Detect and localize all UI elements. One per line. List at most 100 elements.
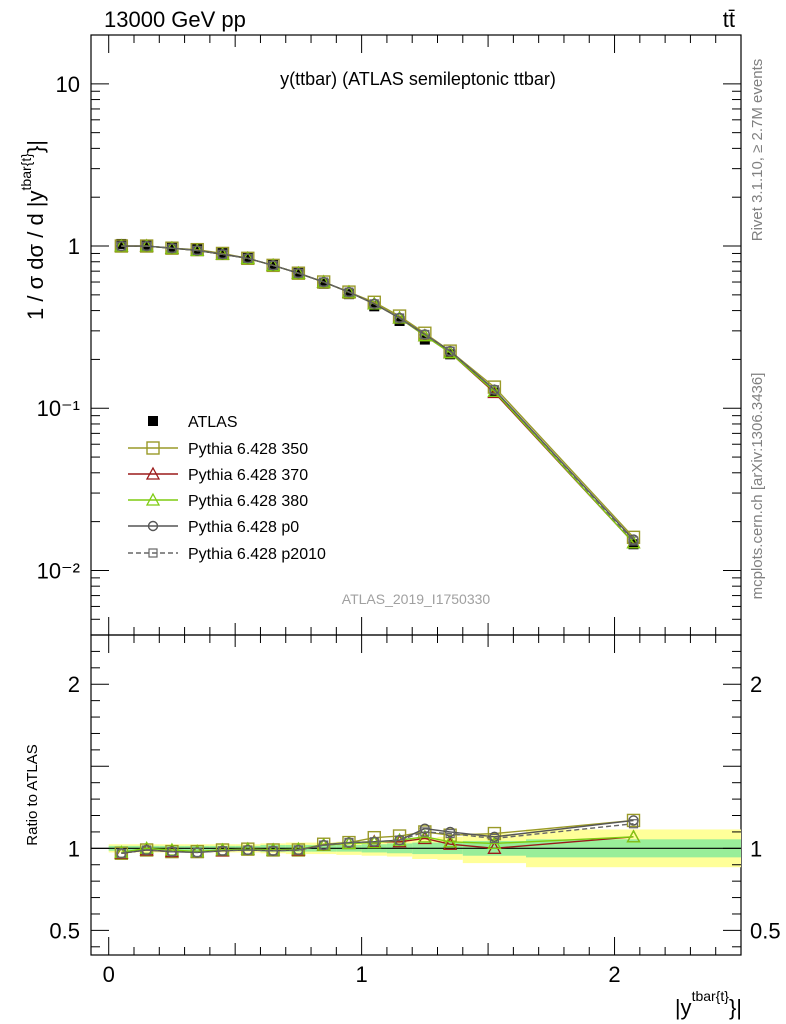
x-axis-label-main: |y [675, 995, 692, 1020]
ratio-data-point [319, 840, 329, 850]
main-data-point [487, 384, 502, 398]
rivet-version-label: Rivet 3.1.10, ≥ 2.7M events [749, 59, 766, 242]
main-series-group [114, 238, 641, 550]
main-data-point [417, 328, 432, 342]
main-data-point [489, 385, 500, 395]
legend-entry-5: Pythia 6.428 p2010 [128, 546, 326, 563]
main-data-point [369, 301, 380, 312]
main-series-5 [116, 241, 639, 546]
header-process-label: tt̄ [723, 7, 735, 32]
ratio-y-tick-label-right: 0.5 [750, 918, 781, 943]
ratio-frame [90, 634, 742, 956]
ratio-data-point [142, 845, 152, 855]
ratio-data-point [217, 846, 228, 856]
x-tick-label: 0 [103, 962, 115, 987]
main-y-axis-label: 1 / σ dσ / d |ytbar{t}}| [18, 140, 48, 320]
svg-text:1 / σ dσ / d |ytbar{t}}|: 1 / σ dσ / d |ytbar{t}}| [18, 140, 48, 320]
ratio-series-4 [116, 819, 639, 858]
main-data-point [344, 287, 354, 297]
legend-marker [145, 466, 161, 480]
main-series-line [121, 245, 635, 542]
legend-marker [148, 548, 158, 558]
analysis-watermark: ATLAS_2019_I1750330 [342, 591, 491, 607]
x-tick-label: 2 [608, 962, 620, 987]
x-tick-label: 1 [355, 962, 367, 987]
legend-label: ATLAS [188, 414, 238, 431]
ratio-data-point [164, 842, 180, 856]
ratio-y-tick-label-left: 0.5 [49, 918, 80, 943]
legend-entry-2: Pythia 6.428 370 [128, 466, 308, 484]
main-data-point [293, 268, 303, 278]
ratio-y-tick-label-right: 2 [750, 672, 762, 697]
ratio-data-point [626, 813, 641, 828]
ratio-data-point [367, 830, 381, 845]
ratio-data-point [420, 827, 430, 837]
legend-label: Pythia 6.428 p0 [188, 519, 299, 536]
ratio-data-point [445, 828, 455, 839]
main-data-point [142, 241, 152, 251]
ratio-axes: 2 2 1 1 0.5 0.5 0 1 2 [49, 634, 781, 987]
main-y-tick-label: 10⁻² [37, 558, 80, 583]
ratio-data-point [628, 819, 639, 829]
main-y-axis-label-main: 1 / σ dσ / d |y [23, 190, 48, 319]
legend-label: Pythia 6.428 350 [188, 441, 308, 458]
main-y-axis-label-sup: tbar{t} [18, 153, 34, 191]
main-panel: 10 1 10⁻¹ 10⁻² y(ttbar) (ATLAS semileptonic… [18, 34, 742, 636]
main-frame [90, 34, 742, 636]
legend-marker [145, 492, 161, 506]
ratio-data-point [392, 834, 407, 848]
main-data-point [217, 249, 228, 259]
x-axis-label-sup: tbar{t} [692, 988, 730, 1004]
main-data-point [243, 253, 253, 263]
ratio-data-point [369, 837, 379, 847]
legend: ATLAS Pythia 6.428 350 Pythia 6.428 370 Pyt… [128, 414, 326, 563]
ratio-panel: 2 2 1 1 0.5 0.5 0 1 2 Ratio to ATLAS |ytbar{t}}| [24, 634, 781, 1020]
x-axis-label-close: }| [729, 995, 742, 1020]
legend-marker [147, 520, 159, 532]
main-data-point [628, 536, 639, 546]
legend-marker [146, 441, 160, 455]
main-data-point [420, 329, 430, 340]
main-data-point [343, 289, 354, 300]
header-energy-label: 13000 GeV pp [104, 7, 246, 32]
ratio-series-line [121, 819, 634, 854]
main-data-point [394, 316, 405, 327]
main-data-point [445, 349, 456, 360]
ratio-data-point [487, 826, 502, 841]
main-data-point [166, 241, 177, 252]
main-data-point [445, 346, 455, 356]
main-data-point [167, 243, 177, 253]
ratio-data-point [344, 837, 354, 848]
main-data-point [318, 278, 329, 289]
main-data-point [369, 299, 379, 309]
main-axes: 10 1 10⁻¹ 10⁻² [37, 34, 742, 636]
ratio-data-point [394, 835, 405, 845]
main-y-tick-label: 10⁻¹ [37, 396, 80, 421]
legend-label: Pythia 6.428 p2010 [188, 546, 326, 563]
ratio-data-point [293, 845, 303, 855]
legend-entry-0: ATLAS [148, 414, 238, 431]
main-data-point [443, 345, 458, 359]
ratio-y-tick-label-left: 1 [68, 836, 80, 861]
main-y-tick-label: 1 [68, 234, 80, 259]
ratio-data-point [139, 840, 154, 854]
ratio-data-point [489, 833, 500, 844]
legend-entry-3: Pythia 6.428 380 [128, 492, 308, 510]
main-data-point [192, 243, 203, 254]
main-y-tick-label: 10 [56, 72, 80, 97]
ratio-y-tick-label-right: 1 [750, 836, 762, 861]
legend-entry-1: Pythia 6.428 350 [128, 441, 308, 458]
ratio-data-point [626, 829, 641, 843]
ratio-data-point [116, 848, 126, 858]
ratio-data-point [243, 845, 253, 855]
source-reference-label: mcplots.cern.ch [arXiv:1306.3436] [749, 373, 766, 600]
ratio-series-group [114, 813, 641, 860]
legend-entry-4: Pythia 6.428 p0 [128, 519, 299, 536]
main-data-point [394, 313, 405, 323]
main-data-point [116, 241, 126, 251]
main-title: y(ttbar) (ATLAS semileptonic ttbar) [280, 69, 556, 89]
legend-marker [148, 416, 158, 426]
main-data-point [116, 238, 127, 249]
main-y-axis-label-close: }| [23, 140, 48, 153]
